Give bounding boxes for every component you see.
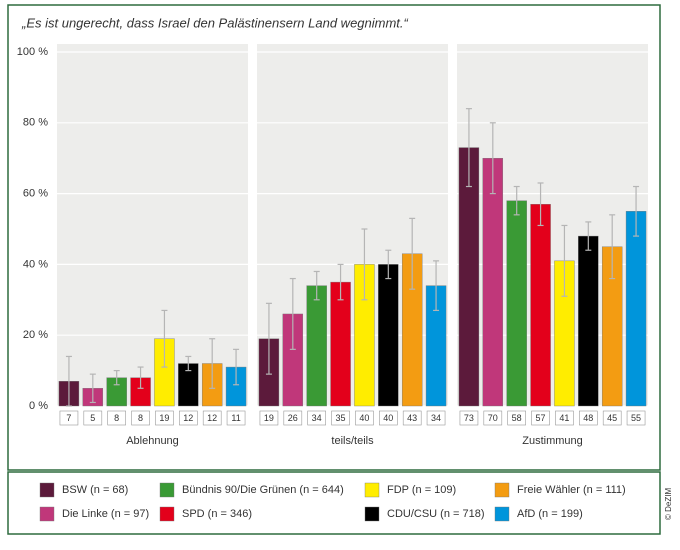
value-label: 19 xyxy=(159,413,169,423)
value-label: 8 xyxy=(114,413,119,423)
bar xyxy=(482,157,504,407)
value-label-box xyxy=(531,410,550,426)
value-label: 70 xyxy=(488,413,498,423)
value-label: 40 xyxy=(383,413,393,423)
value-label-box xyxy=(131,410,150,426)
legend-swatch xyxy=(159,506,175,522)
value-label: 34 xyxy=(312,413,322,423)
y-tick-label: 40 % xyxy=(23,258,48,270)
value-label-box xyxy=(459,410,479,426)
legend-label: SPD (n = 346) xyxy=(182,508,252,520)
y-tick-label: 20 % xyxy=(23,329,48,341)
value-label-box xyxy=(355,410,374,426)
y-tick-label: 100 % xyxy=(17,46,48,58)
legend-swatch xyxy=(494,506,510,522)
value-label-box xyxy=(226,410,246,426)
value-label: 40 xyxy=(359,413,369,423)
value-label-box xyxy=(283,410,303,426)
value-label: 7 xyxy=(66,413,71,423)
value-label-box xyxy=(483,410,503,426)
category-label: Zustimmung xyxy=(522,435,583,447)
legend-label: Bündnis 90/Die Grünen (n = 644) xyxy=(182,484,344,496)
legend-swatch xyxy=(364,506,380,522)
legend-swatch xyxy=(39,506,55,522)
legend-frame xyxy=(7,471,661,535)
bar xyxy=(306,285,327,407)
legend-label: BSW (n = 68) xyxy=(62,484,128,496)
value-label: 35 xyxy=(336,413,346,423)
value-label-box xyxy=(379,410,398,426)
value-label: 73 xyxy=(464,413,474,423)
value-label: 55 xyxy=(631,413,641,423)
value-label-box xyxy=(202,410,222,426)
value-label: 8 xyxy=(138,413,143,423)
value-label-box xyxy=(626,410,646,426)
credit: © DeZIM xyxy=(664,488,673,520)
y-tick-label: 80 % xyxy=(23,117,48,129)
value-label-box xyxy=(155,410,174,426)
bar xyxy=(330,281,351,407)
value-label-box xyxy=(59,410,79,426)
value-label-box xyxy=(402,410,422,426)
value-label: 58 xyxy=(512,413,522,423)
value-label: 12 xyxy=(183,413,193,423)
value-label-box xyxy=(179,410,198,426)
value-label: 34 xyxy=(431,413,441,423)
value-label-box xyxy=(602,410,622,426)
value-label-box xyxy=(259,410,279,426)
value-label-box xyxy=(507,410,526,426)
legend-swatch xyxy=(364,482,380,498)
legend-label: Die Linke (n = 97) xyxy=(62,508,149,520)
bar xyxy=(625,211,647,407)
y-tick-label: 0 % xyxy=(29,400,48,412)
value-label-box xyxy=(579,410,598,426)
bar xyxy=(530,204,551,407)
category-label: Ablehnung xyxy=(126,435,179,447)
chart-title: „Es ist ungerecht, dass Israel den Paläs… xyxy=(21,15,409,30)
value-label: 41 xyxy=(559,413,569,423)
value-label: 43 xyxy=(407,413,417,423)
value-label: 26 xyxy=(288,413,298,423)
legend-swatch xyxy=(39,482,55,498)
chart-frame xyxy=(7,4,661,471)
value-label: 11 xyxy=(231,413,240,423)
value-label-box xyxy=(307,410,326,426)
panel-background xyxy=(57,44,248,406)
legend-label: FDP (n = 109) xyxy=(387,484,456,496)
value-label-box xyxy=(83,410,103,426)
value-label: 12 xyxy=(207,413,217,423)
value-label: 45 xyxy=(607,413,617,423)
value-label: 57 xyxy=(536,413,546,423)
legend-label: Freie Wähler (n = 111) xyxy=(517,484,626,496)
value-label-box xyxy=(107,410,126,426)
value-label-box xyxy=(555,410,574,426)
legend-swatch xyxy=(494,482,510,498)
legend-label: CDU/CSU (n = 718) xyxy=(387,508,485,520)
bar xyxy=(378,264,399,407)
y-tick-label: 60 % xyxy=(23,188,48,200)
value-label: 5 xyxy=(90,413,95,423)
bar xyxy=(506,200,527,407)
value-label: 19 xyxy=(264,413,274,423)
category-label: teils/teils xyxy=(331,435,374,447)
legend-swatch xyxy=(159,482,175,498)
value-label-box xyxy=(331,410,350,426)
value-label: 48 xyxy=(583,413,593,423)
value-label-box xyxy=(426,410,446,426)
bar xyxy=(578,235,599,407)
legend-label: AfD (n = 199) xyxy=(517,508,583,520)
